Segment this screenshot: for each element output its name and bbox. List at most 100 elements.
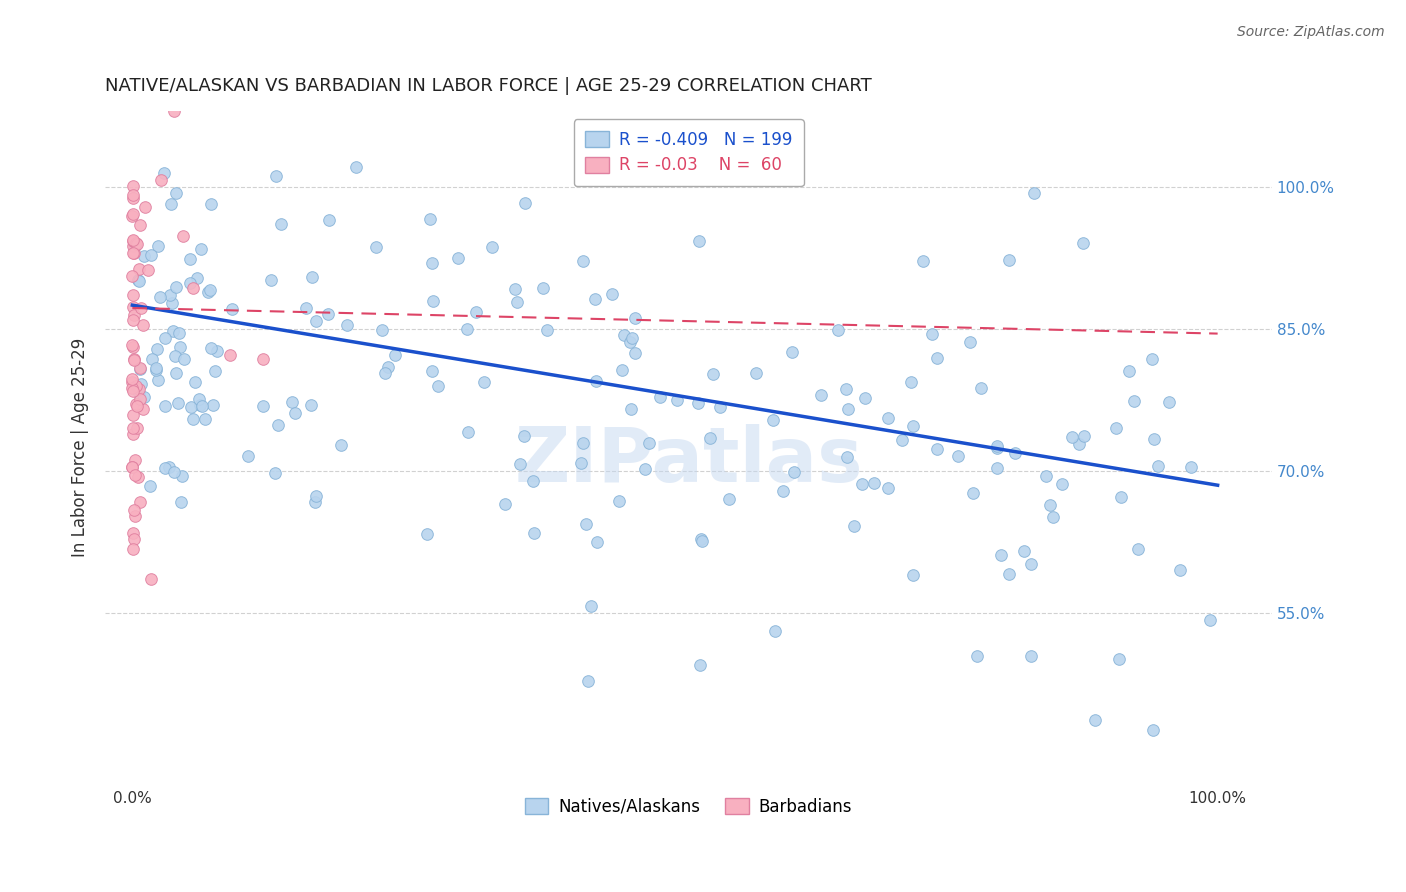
Point — [1198, 613, 1220, 627]
Point — [121, 376, 143, 390]
Point — [122, 207, 145, 221]
Point — [900, 375, 922, 389]
Point — [1118, 364, 1140, 378]
Point — [344, 161, 367, 175]
Point — [139, 247, 162, 261]
Point — [160, 196, 183, 211]
Point — [129, 361, 152, 376]
Point — [620, 401, 643, 416]
Point — [336, 318, 359, 333]
Point — [986, 441, 1008, 455]
Point — [578, 673, 600, 688]
Point — [1012, 543, 1035, 558]
Point — [585, 374, 607, 388]
Point — [835, 382, 858, 396]
Point — [165, 280, 187, 294]
Point — [122, 309, 145, 323]
Point — [121, 340, 143, 354]
Point — [571, 436, 593, 450]
Point — [121, 421, 143, 435]
Point — [190, 242, 212, 256]
Point — [128, 218, 150, 232]
Point — [426, 379, 449, 393]
Point — [267, 418, 290, 433]
Point — [1039, 498, 1062, 512]
Point — [689, 657, 711, 672]
Point — [160, 296, 183, 310]
Point — [200, 197, 222, 211]
Point — [419, 211, 441, 226]
Point — [122, 187, 145, 202]
Point — [153, 166, 176, 180]
Point — [180, 401, 202, 415]
Point — [157, 459, 180, 474]
Point — [122, 179, 145, 194]
Point — [690, 533, 713, 548]
Point — [121, 542, 143, 557]
Point — [1042, 509, 1064, 524]
Point — [221, 302, 243, 317]
Point — [181, 412, 204, 426]
Point — [1147, 458, 1170, 473]
Point — [416, 527, 439, 541]
Point — [207, 343, 229, 358]
Point — [877, 411, 900, 425]
Point — [163, 349, 186, 363]
Point — [765, 624, 787, 638]
Point — [260, 273, 283, 287]
Point — [219, 347, 242, 361]
Point — [132, 390, 155, 404]
Point — [125, 399, 148, 413]
Point — [959, 334, 981, 349]
Point — [125, 397, 148, 411]
Point — [124, 532, 146, 546]
Point — [148, 373, 170, 387]
Text: NATIVE/ALASKAN VS BARBADIAN IN LABOR FORCE | AGE 25-29 CORRELATION CHART: NATIVE/ALASKAN VS BARBADIAN IN LABOR FOR… — [105, 78, 872, 95]
Point — [624, 345, 647, 359]
Point — [122, 239, 145, 253]
Point — [301, 269, 323, 284]
Point — [122, 352, 145, 367]
Point — [145, 363, 167, 377]
Point — [149, 173, 172, 187]
Point — [121, 459, 143, 474]
Point — [810, 388, 832, 402]
Point — [179, 252, 201, 267]
Point — [610, 363, 633, 377]
Point — [569, 456, 592, 470]
Point — [1168, 563, 1191, 577]
Point — [1004, 446, 1026, 460]
Point — [927, 442, 949, 456]
Point — [121, 233, 143, 247]
Point — [986, 460, 1008, 475]
Point — [901, 418, 924, 433]
Point — [129, 377, 152, 392]
Point — [762, 413, 785, 427]
Point — [125, 236, 148, 251]
Point — [281, 394, 304, 409]
Point — [122, 246, 145, 260]
Point — [305, 314, 328, 328]
Point — [1021, 557, 1043, 571]
Point — [837, 450, 859, 464]
Point — [121, 288, 143, 302]
Point — [139, 572, 162, 586]
Point — [494, 497, 516, 511]
Point — [165, 186, 187, 201]
Point — [1019, 648, 1042, 663]
Point — [263, 467, 285, 481]
Point — [125, 379, 148, 393]
Point — [371, 323, 394, 337]
Point — [134, 200, 156, 214]
Point — [837, 402, 859, 417]
Point — [1122, 394, 1144, 409]
Point — [665, 392, 688, 407]
Point — [128, 386, 150, 401]
Point — [783, 465, 806, 479]
Point — [121, 209, 143, 223]
Point — [166, 366, 188, 380]
Point — [125, 421, 148, 435]
Point — [149, 290, 172, 304]
Point — [1109, 490, 1132, 504]
Point — [121, 372, 143, 386]
